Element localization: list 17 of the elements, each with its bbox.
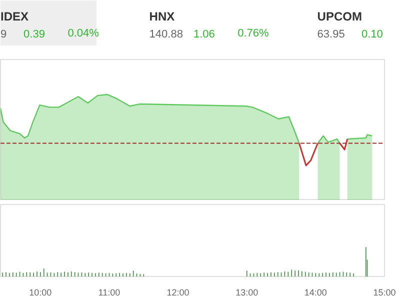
- text: 1.06: [193, 28, 215, 40]
- x-tick-label: 11:00: [98, 288, 120, 298]
- text: 0.04%: [68, 28, 100, 40]
- text: 63.95: [317, 28, 345, 40]
- x-tick-label: 14:00: [304, 288, 327, 298]
- text: IDEX: [0, 10, 29, 24]
- text: 9: [0, 28, 7, 40]
- text: 140.88: [149, 28, 183, 40]
- x-tick-label: 13:00: [236, 288, 258, 298]
- text: 0.39: [24, 28, 45, 40]
- x-tick-label: 15:00: [373, 288, 396, 298]
- x-tick-label: 12:00: [166, 288, 190, 298]
- text: HNX: [149, 10, 175, 24]
- text: 0.76%: [238, 28, 270, 40]
- text: UPCOM: [317, 10, 362, 24]
- text: 0.10: [361, 28, 383, 40]
- x-tick-label: 10:00: [29, 288, 52, 298]
